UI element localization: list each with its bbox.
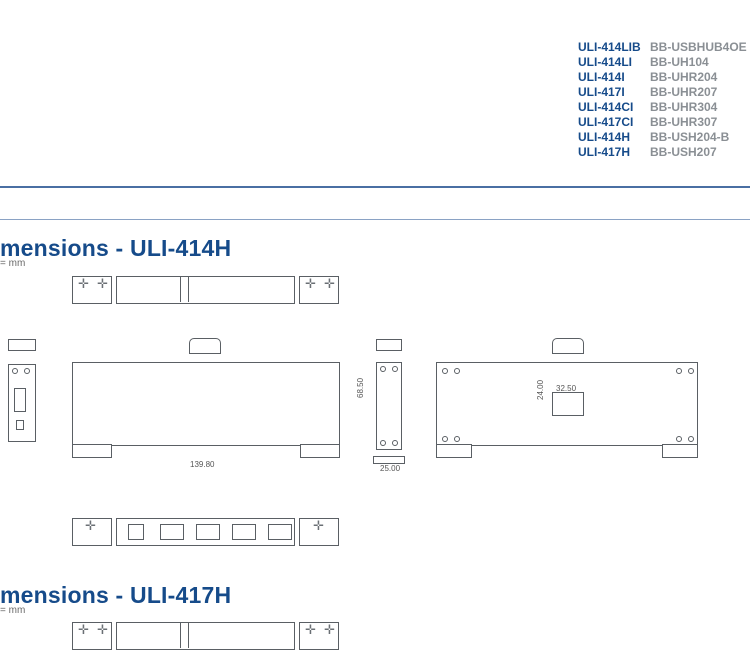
- model-code: ULI-414H: [578, 130, 650, 145]
- screw-icon: [442, 436, 448, 442]
- model-reference-list: ULI-414LIBBB-USBHUB4OEULI-414LIBB-UH104U…: [578, 40, 747, 160]
- screw-icon: [688, 368, 694, 374]
- model-row: ULI-417HBB-USH207: [578, 145, 747, 160]
- usb-a-port-icon: [232, 524, 256, 540]
- model-partnumber: BB-UH104: [650, 55, 709, 70]
- drawing-414h-rear-lip-left: [436, 444, 472, 458]
- screw-icon: [454, 368, 460, 374]
- rule-heavy: [0, 186, 750, 188]
- model-partnumber: BB-USH204-B: [650, 130, 729, 145]
- connector-icon: [14, 388, 26, 412]
- dimension-inset-h: 24.00: [536, 380, 545, 400]
- unit-note-417h: = mm: [0, 605, 25, 616]
- connector-icon: [16, 420, 24, 430]
- drawing-414h-end-top: [8, 339, 36, 351]
- screw-icon: [688, 436, 694, 442]
- screw-icon: [454, 436, 460, 442]
- model-code: ULI-417H: [578, 145, 650, 160]
- screw-icon: [676, 436, 682, 442]
- drawing-414h-rear-lip-right: [662, 444, 698, 458]
- usb-a-port-icon: [160, 524, 184, 540]
- mounting-slot-icon: ✛: [305, 277, 316, 290]
- model-row: ULI-417CIBB-UHR307: [578, 115, 747, 130]
- drawing-417h-top-divider2: [188, 622, 189, 648]
- drawing-414h-side-base: [373, 456, 405, 464]
- model-partnumber: BB-USH207: [650, 145, 717, 160]
- model-partnumber: BB-UHR304: [650, 100, 717, 115]
- screw-icon: [676, 368, 682, 374]
- model-row: ULI-414HBB-USH204-B: [578, 130, 747, 145]
- dimension-inset-w: 32.50: [556, 384, 576, 393]
- drawing-414h-top-body: [116, 276, 295, 304]
- usb-a-port-icon: [268, 524, 292, 540]
- model-row: ULI-414IBB-UHR204: [578, 70, 747, 85]
- model-partnumber: BB-UHR204: [650, 70, 717, 85]
- drawing-414h-side-top: [376, 339, 402, 351]
- model-row: ULI-414LIBBB-USBHUB4OE: [578, 40, 747, 55]
- mounting-slot-icon: ✛: [78, 623, 89, 636]
- model-code: ULI-414LI: [578, 55, 650, 70]
- usb-b-port-icon: [128, 524, 144, 540]
- usb-a-port-icon: [196, 524, 220, 540]
- screw-icon: [442, 368, 448, 374]
- model-row: ULI-414LIBB-UH104: [578, 55, 747, 70]
- drawing-417h-top-divider: [180, 622, 181, 648]
- drawing-414h-rear-inset: [552, 392, 584, 416]
- mounting-slot-icon: ✛: [324, 277, 335, 290]
- model-code: ULI-414I: [578, 70, 650, 85]
- drawing-414h-side: [376, 362, 402, 450]
- model-row: ULI-417IBB-UHR207: [578, 85, 747, 100]
- screw-icon: [380, 366, 386, 372]
- mounting-slot-icon: ✛: [305, 623, 316, 636]
- mounting-slot-icon: ✛: [97, 623, 108, 636]
- dimension-height: 68.50: [356, 378, 365, 398]
- screw-icon: [392, 366, 398, 372]
- dimension-base: 25.00: [380, 464, 400, 473]
- dimension-width: 139.80: [190, 460, 214, 469]
- section-title-417h: mensions - ULI-417H: [0, 582, 231, 609]
- mounting-slot-icon: ✛: [78, 277, 89, 290]
- model-partnumber: BB-UHR207: [650, 85, 717, 100]
- drawing-417h-top-body: [116, 622, 295, 650]
- screw-icon: [380, 440, 386, 446]
- rule-light: [0, 219, 750, 220]
- drawing-414h-top-divider: [180, 276, 181, 302]
- drawing-414h-rear-clip: [552, 338, 584, 354]
- model-code: ULI-414LIB: [578, 40, 650, 55]
- drawing-414h-top-divider2: [188, 276, 189, 302]
- screw-icon: [392, 440, 398, 446]
- mounting-slot-icon: ✛: [313, 519, 324, 532]
- model-row: ULI-414CIBB-UHR304: [578, 100, 747, 115]
- section-title-414h: mensions - ULI-414H: [0, 235, 231, 262]
- mounting-slot-icon: ✛: [324, 623, 335, 636]
- mounting-slot-icon: ✛: [85, 519, 96, 532]
- drawing-414h-front-lip-left: [72, 444, 112, 458]
- unit-note-414h: = mm: [0, 258, 25, 269]
- model-partnumber: BB-USBHUB4OE: [650, 40, 747, 55]
- model-code: ULI-417I: [578, 85, 650, 100]
- model-code: ULI-417CI: [578, 115, 650, 130]
- mounting-slot-icon: ✛: [97, 277, 108, 290]
- model-code: ULI-414CI: [578, 100, 650, 115]
- screw-icon: [24, 368, 30, 374]
- screw-icon: [12, 368, 18, 374]
- drawing-414h-front: [72, 362, 340, 446]
- model-partnumber: BB-UHR307: [650, 115, 717, 130]
- drawing-414h-front-clip: [189, 338, 221, 354]
- drawing-414h-front-lip-right: [300, 444, 340, 458]
